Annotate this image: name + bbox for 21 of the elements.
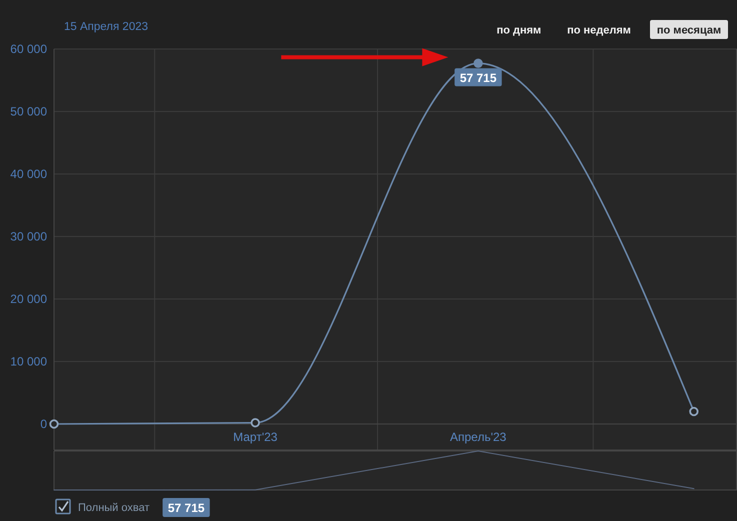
button[interactable]: по неделям <box>560 20 638 39</box>
y-tick-label: 40 000 <box>10 167 48 181</box>
button[interactable]: по дням <box>490 20 548 39</box>
legend-label: Полный охват <box>78 502 150 514</box>
y-tick-label: 30 000 <box>10 230 48 244</box>
button[interactable]: по месяцам <box>650 20 728 39</box>
y-tick-label: 20 000 <box>10 292 48 306</box>
data-label: 57 715 <box>460 70 497 85</box>
y-tick-label: 0 <box>40 417 48 431</box>
text: 57 715 <box>168 501 205 515</box>
point <box>474 58 483 68</box>
x-tick-label: Март'23 <box>233 430 278 444</box>
point <box>250 418 260 428</box>
point <box>689 406 699 416</box>
y-tick-label: 50 000 <box>10 104 48 118</box>
text: 15 Апреля 2023 <box>64 21 148 33</box>
y-tick-label: 60 000 <box>10 42 48 56</box>
point <box>49 419 59 429</box>
x-tick-label: Апрель'23 <box>450 430 507 444</box>
y-tick-label: 10 000 <box>10 354 48 368</box>
checkbox[interactable] <box>55 498 71 514</box>
